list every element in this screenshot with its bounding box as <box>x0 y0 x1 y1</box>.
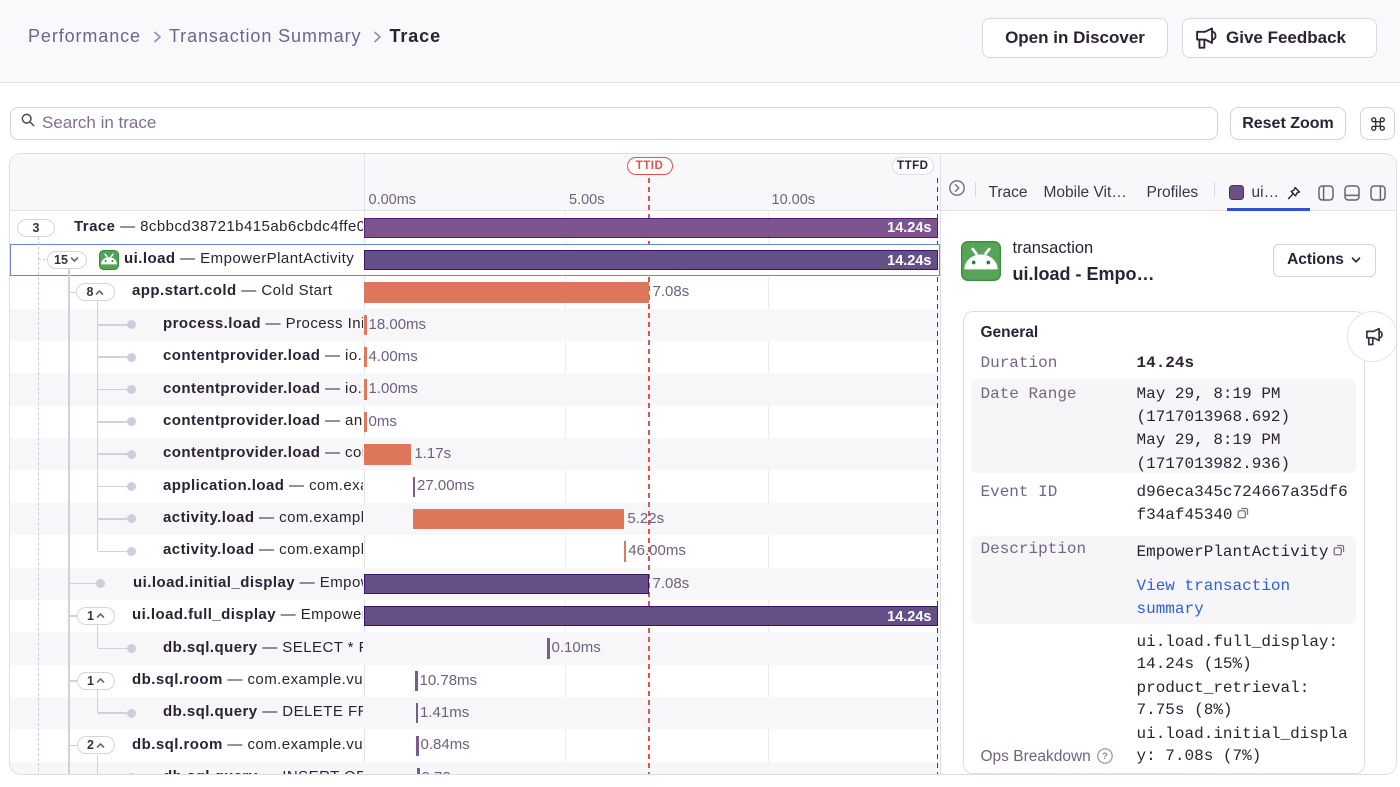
svg-text:?: ? <box>1102 751 1108 762</box>
